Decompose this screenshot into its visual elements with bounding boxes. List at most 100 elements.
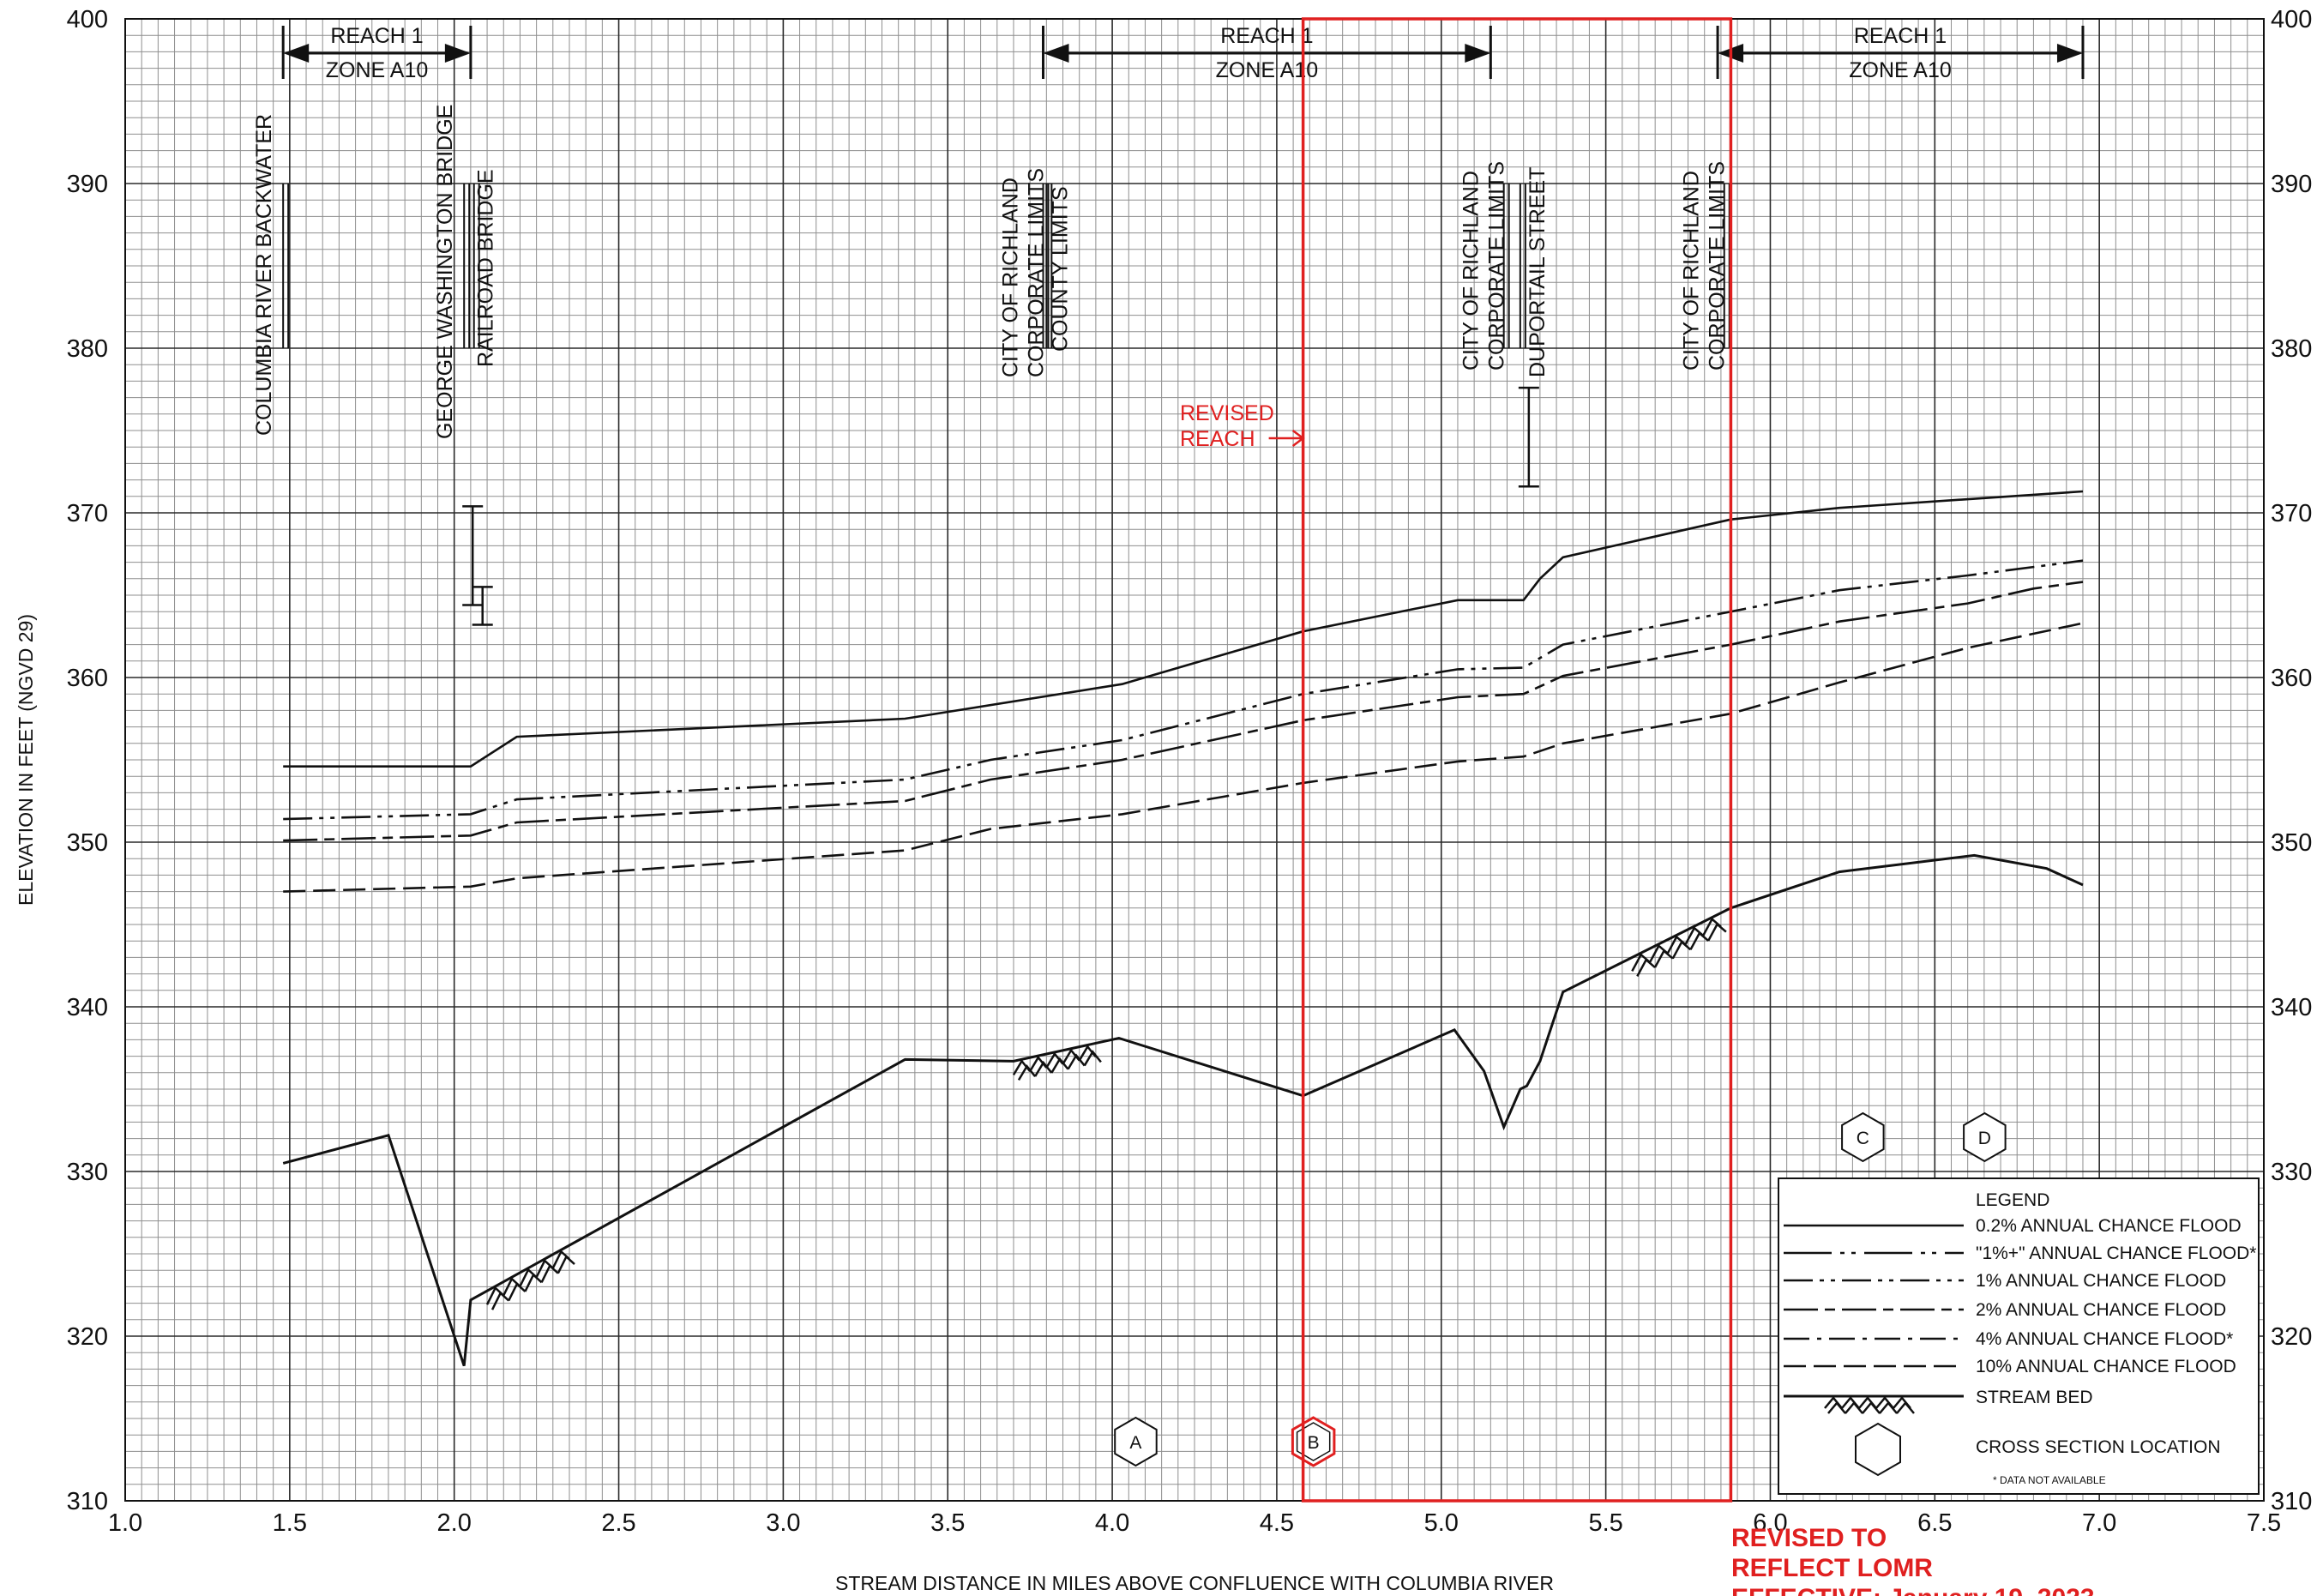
vertical-marker-label: CITY OF RICHLAND xyxy=(999,178,1023,377)
stream-bed-hatch xyxy=(1631,917,1727,977)
y-tick-label-left: 330 xyxy=(67,1159,108,1186)
x-tick-label: 3.5 xyxy=(930,1509,965,1537)
reach-annotations: REACH 1 ZONE A10 REACH 1 ZONE A10 REACH 1 ZON… xyxy=(281,24,2085,82)
cross-section-hexagon-inner xyxy=(1296,1422,1331,1461)
y-tick-label-left: 310 xyxy=(67,1488,108,1515)
revised-note-line3: EFFECTIVE: January 19, 2023 xyxy=(1731,1584,2095,1596)
y-tick-label-right: 340 xyxy=(2271,994,2312,1021)
vertical-marker-label: CORPORATE LIMITS xyxy=(1485,161,1509,370)
reach-zone-label: ZONE A10 xyxy=(326,58,429,82)
y-tick-label-right: 370 xyxy=(2271,500,2312,527)
series-line-stream-bed xyxy=(282,853,2084,1367)
legend-title: LEGEND xyxy=(1976,1190,2049,1210)
legend-item-label: 2% ANNUAL CHANCE FLOOD xyxy=(1976,1300,2226,1320)
vertical-marker-label: COUNTY LIMITS xyxy=(1048,186,1072,352)
legend-swatch-hatch xyxy=(1824,1396,1915,1414)
legend-item-label: 0.2% ANNUAL CHANCE FLOOD xyxy=(1976,1216,2242,1236)
cross-section-hexagon xyxy=(1114,1416,1158,1467)
cross-section-hexagon xyxy=(1963,1111,2007,1163)
vertical-markers: COLUMBIA RIVER BACKWATER GEORGE WASHINGTO… xyxy=(252,105,1730,439)
x-tick-label: 7.0 xyxy=(2082,1509,2116,1537)
revised-reach-arrow xyxy=(1268,430,1305,447)
vertical-marker-label: CORPORATE LIMITS xyxy=(1706,161,1730,370)
cross-section-label: B xyxy=(1308,1433,1320,1453)
structure-range xyxy=(462,505,484,606)
y-tick-label-left: 360 xyxy=(67,665,108,692)
reach-zone-label: ZONE A10 xyxy=(1216,58,1319,82)
reach-label: REACH 1 xyxy=(1854,24,1947,48)
reach-label: REACH 1 xyxy=(330,24,423,48)
reach-arrow-right xyxy=(1465,44,1491,63)
legend-item-label: 10% ANNUAL CHANCE FLOOD xyxy=(1976,1357,2236,1376)
y-tick-label-left: 370 xyxy=(67,500,108,527)
y-tick-label-left: 380 xyxy=(67,335,108,363)
legend: LEGEND 0.2% ANNUAL CHANCE FLOOD "1%+" ANN… xyxy=(1778,1177,2260,1495)
x-tick-label: 2.5 xyxy=(601,1509,635,1537)
revised-reach-box xyxy=(1301,17,1733,1503)
y-tick-label-right: 390 xyxy=(2271,171,2312,198)
stream-bed-hatch xyxy=(1012,1045,1102,1081)
y-tick-label-left: 340 xyxy=(67,994,108,1021)
revised-note-line2: REFLECT LOMR xyxy=(1731,1554,1933,1582)
reach-arrow-left xyxy=(1043,44,1069,63)
x-tick-label: 5.0 xyxy=(1424,1509,1459,1537)
y-tick-label-right: 350 xyxy=(2271,829,2312,857)
reach-arrow-left xyxy=(283,44,310,63)
reach-arrow-right xyxy=(444,44,471,63)
stream-bed-hatches xyxy=(485,917,1727,1310)
y-tick-label-right: 380 xyxy=(2271,335,2312,363)
profile-series xyxy=(282,490,2084,1367)
y-tick-label-right: 400 xyxy=(2271,6,2312,33)
vertical-marker-label: RAILROAD BRIDGE xyxy=(474,169,498,367)
legend-item-label: STREAM BED xyxy=(1976,1388,2093,1407)
legend-item-label: "1%+" ANNUAL CHANCE FLOOD* xyxy=(1976,1244,2256,1263)
legend-item-label: 1% ANNUAL CHANCE FLOOD xyxy=(1976,1271,2226,1291)
y-axis-label: ELEVATION IN FEET (NGVD 29) xyxy=(15,614,37,906)
revised-reach-label-line1: REVISED xyxy=(1180,401,1274,425)
minor-grid xyxy=(125,19,2264,1501)
reach-label: REACH 1 xyxy=(1220,24,1313,48)
x-tick-label: 6.0 xyxy=(1753,1509,1787,1537)
vertical-marker-label: COLUMBIA RIVER BACKWATER xyxy=(252,114,276,436)
y-tick-label-right: 330 xyxy=(2271,1159,2312,1186)
structure-ranges xyxy=(462,386,1539,626)
y-tick-label-right: 320 xyxy=(2271,1323,2312,1351)
legend-swatch-cross-section xyxy=(1855,1422,1901,1477)
revised-reach-label-line2: REACH xyxy=(1180,427,1255,451)
y-tick-label-left: 400 xyxy=(67,6,108,33)
cross-section-label: A xyxy=(1129,1433,1141,1453)
x-tick-label: 2.0 xyxy=(437,1509,472,1537)
x-tick-label: 4.5 xyxy=(1260,1509,1294,1537)
y-tick-label-left: 350 xyxy=(67,829,108,857)
vertical-marker-label: GEORGE WASHINGTON BRIDGE xyxy=(433,105,457,439)
structure-range xyxy=(1518,386,1539,488)
y-tick-label-right: 360 xyxy=(2271,665,2312,692)
legend-item-label: CROSS SECTION LOCATION xyxy=(1976,1437,2220,1457)
x-tick-label: 3.0 xyxy=(766,1509,800,1537)
revised-note-line1: REVISED TO xyxy=(1731,1524,1887,1552)
cross-section-hexagon xyxy=(1841,1111,1885,1163)
x-axis-label: STREAM DISTANCE IN MILES ABOVE CONFLUENC… xyxy=(835,1572,1554,1594)
reach-zone-label: ZONE A10 xyxy=(1849,58,1952,82)
vertical-marker-label: CITY OF RICHLAND xyxy=(1680,171,1704,370)
structure-range xyxy=(472,586,493,626)
x-tick-label: 5.5 xyxy=(1588,1509,1622,1537)
vertical-marker-label: DUPORTAIL STREET xyxy=(1526,167,1550,377)
legend-items: 0.2% ANNUAL CHANCE FLOOD "1%+" ANNUAL CHA… xyxy=(1784,1216,2256,1477)
vertical-marker-label: CORPORATE LIMITS xyxy=(1025,168,1049,377)
revised-reach-annotation: REVISED REACH REVISED TO REFLECT LOMR EF… xyxy=(1180,17,2095,1596)
y-tick-label-right: 310 xyxy=(2271,1488,2312,1515)
cross-section-label: D xyxy=(1978,1129,1991,1148)
x-tick-label: 6.5 xyxy=(1917,1509,1952,1537)
y-tick-label-left: 390 xyxy=(67,171,108,198)
y-axis-tick-labels: 310 310 320 320 330 330 340 340 350 350 360 360 370 3… xyxy=(67,6,2313,1515)
series-line-2-annual-chance-flood xyxy=(283,581,2084,842)
x-tick-label: 1.5 xyxy=(273,1509,307,1537)
reach-arrow-right xyxy=(2056,44,2083,63)
x-tick-label: 4.0 xyxy=(1095,1509,1129,1537)
legend-item-label: 4% ANNUAL CHANCE FLOOD* xyxy=(1976,1329,2233,1349)
x-axis-tick-labels: 1.0 1.5 2.0 2.5 3.0 3.5 4.0 4.5 5.0 5.5 6.0 6.5 7.0 7… xyxy=(108,1509,2281,1537)
plot-frame xyxy=(124,18,2265,1502)
stream-bed-hatch xyxy=(485,1250,575,1310)
